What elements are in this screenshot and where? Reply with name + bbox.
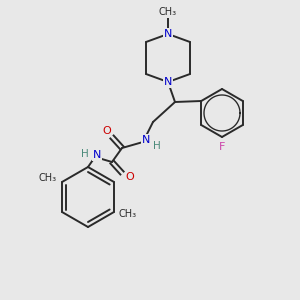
Text: CH₃: CH₃ xyxy=(159,7,177,17)
Text: N: N xyxy=(164,77,172,87)
Text: O: O xyxy=(103,126,111,136)
Text: O: O xyxy=(126,172,134,182)
Text: H: H xyxy=(81,149,89,159)
Text: F: F xyxy=(219,142,225,152)
Text: CH₃: CH₃ xyxy=(119,209,137,219)
Text: N: N xyxy=(164,29,172,39)
Text: N: N xyxy=(93,150,101,160)
Text: N: N xyxy=(142,135,150,145)
Text: CH₃: CH₃ xyxy=(39,173,57,183)
Text: H: H xyxy=(153,141,161,151)
